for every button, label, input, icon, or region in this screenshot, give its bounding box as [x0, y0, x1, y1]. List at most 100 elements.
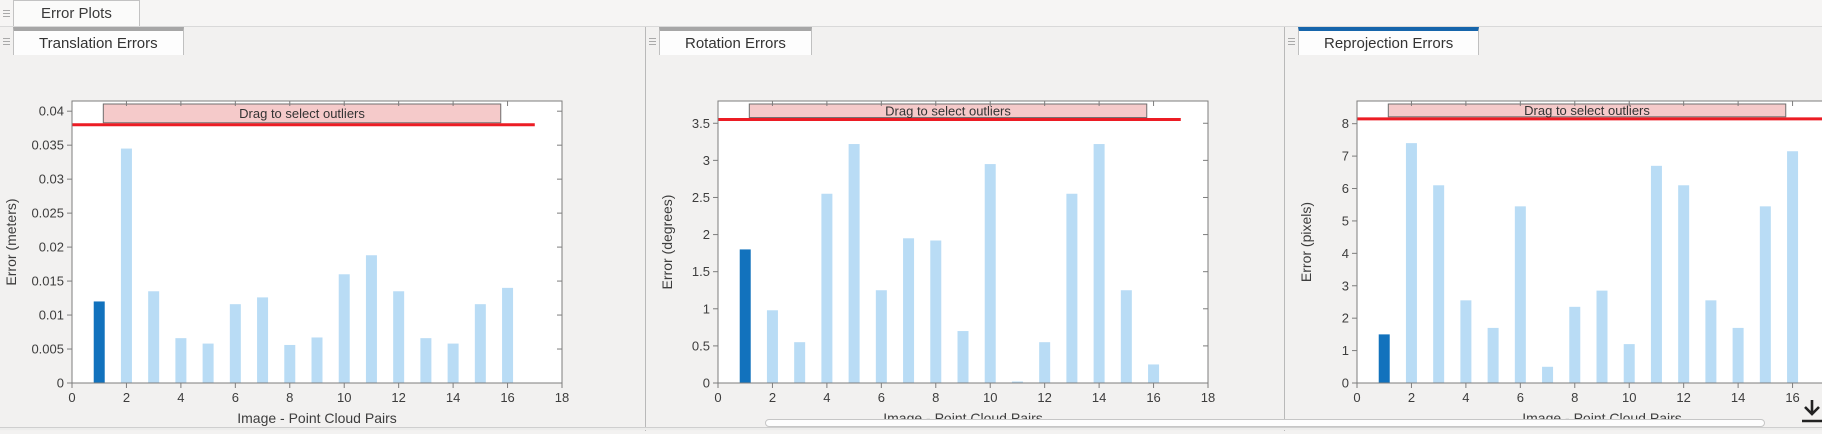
- error-bar[interactable]: [821, 193, 833, 383]
- outlier-banner[interactable]: [748, 103, 1148, 119]
- panel-grip-icon[interactable]: [646, 27, 659, 55]
- doc-tab-grip-icon[interactable]: [0, 0, 13, 26]
- tab-translation-errors[interactable]: Translation Errors: [13, 27, 184, 55]
- error-bar[interactable]: [229, 304, 241, 383]
- error-bar[interactable]: [1011, 381, 1023, 383]
- horizontal-scrollbar-thumb[interactable]: [765, 419, 1765, 427]
- axes-box: [71, 100, 563, 384]
- error-bar[interactable]: [365, 255, 377, 383]
- error-bar[interactable]: [1433, 185, 1445, 383]
- error-bar[interactable]: [794, 342, 806, 383]
- window-bottom-edge: [0, 427, 1822, 430]
- error-bar[interactable]: [1378, 334, 1390, 383]
- error-bar[interactable]: [1460, 300, 1472, 383]
- outlier-banner[interactable]: [1387, 103, 1787, 118]
- error-bar[interactable]: [502, 287, 514, 383]
- x-tick-label: 12: [1037, 390, 1051, 405]
- y-tick-label: 4: [1342, 246, 1349, 261]
- error-bar[interactable]: [148, 291, 160, 383]
- tab-label: Translation Errors: [39, 34, 158, 52]
- y-tick-label: 0.025: [31, 206, 64, 221]
- error-bar[interactable]: [1787, 151, 1799, 383]
- error-bar[interactable]: [1487, 327, 1499, 383]
- error-bar[interactable]: [420, 338, 432, 383]
- x-tick-label: 2: [1408, 390, 1415, 405]
- error-bar[interactable]: [311, 337, 323, 383]
- x-axis-label: Image - Point Cloud Pairs: [237, 410, 397, 426]
- error-bar[interactable]: [447, 343, 459, 383]
- x-tick-label: 18: [1201, 390, 1215, 405]
- y-tick-label: 5: [1342, 213, 1349, 228]
- panel-grip-icon[interactable]: [1285, 27, 1298, 55]
- y-axis-label: Error (degrees): [659, 195, 675, 290]
- error-bar[interactable]: [1148, 364, 1160, 383]
- tab-error-plots[interactable]: Error Plots: [13, 0, 140, 26]
- x-tick-label: 14: [446, 390, 460, 405]
- error-bar[interactable]: [338, 274, 350, 383]
- tab-rotation-errors[interactable]: Rotation Errors: [659, 27, 812, 55]
- error-bar[interactable]: [1759, 206, 1771, 383]
- outlier-banner-label: Drag to select outliers: [239, 106, 365, 121]
- error-bar[interactable]: [284, 344, 296, 383]
- error-bar[interactable]: [1596, 290, 1608, 383]
- x-tick-label: 0: [714, 390, 721, 405]
- axes-box: [717, 100, 1209, 384]
- rotation-errors-chart[interactable]: Drag to select outliers 0 2 4 6 8 10 12 14 16 18 0 0…: [646, 55, 1284, 431]
- x-tick-label: 2: [769, 390, 776, 405]
- error-bar[interactable]: [202, 343, 214, 383]
- x-tick-label: 0: [1353, 390, 1360, 405]
- x-tick-label: 10: [337, 390, 351, 405]
- y-tick-label: 0.02: [39, 240, 64, 255]
- error-bar[interactable]: [875, 290, 887, 383]
- error-bar[interactable]: [1405, 143, 1417, 383]
- error-bar[interactable]: [903, 238, 915, 383]
- error-bar[interactable]: [1066, 193, 1078, 383]
- translation-errors-chart[interactable]: Drag to select outliers 0 2 4 6 8 10 12 14 16 18 0 0…: [0, 55, 640, 431]
- error-bar[interactable]: [984, 164, 996, 383]
- x-tick-label: 8: [286, 390, 293, 405]
- plot-area: [1357, 101, 1822, 383]
- y-tick-label: 0.005: [31, 342, 64, 357]
- outlier-banner[interactable]: [102, 103, 502, 124]
- error-bar[interactable]: [1623, 344, 1635, 383]
- error-bar[interactable]: [1732, 327, 1744, 383]
- tab-reprojection-errors[interactable]: Reprojection Errors: [1298, 27, 1480, 55]
- y-tick-label: 0: [57, 376, 64, 391]
- error-bar[interactable]: [257, 297, 269, 383]
- error-bar[interactable]: [175, 338, 187, 383]
- rotation-tab-bar: Rotation Errors: [646, 27, 1284, 55]
- document-tab-bar: Error Plots: [0, 0, 1822, 27]
- error-bar[interactable]: [120, 148, 132, 383]
- dock-download-icon[interactable]: [1796, 397, 1822, 429]
- error-bar[interactable]: [1569, 306, 1581, 383]
- x-tick-label: 12: [391, 390, 405, 405]
- panel-grip-icon[interactable]: [0, 27, 13, 55]
- y-tick-label: 0.015: [31, 274, 64, 289]
- outlier-banner-label: Drag to select outliers: [885, 103, 1011, 118]
- error-bar[interactable]: [739, 249, 751, 383]
- error-bar[interactable]: [848, 144, 860, 383]
- reprojection-tab-bar: Reprojection Errors: [1285, 27, 1822, 55]
- x-tick-label: 10: [983, 390, 997, 405]
- error-bar[interactable]: [1093, 144, 1105, 383]
- error-bar[interactable]: [1678, 185, 1690, 383]
- error-bar[interactable]: [957, 331, 969, 383]
- error-bar[interactable]: [393, 291, 405, 383]
- translation-errors-axes[interactable]: Drag to select outliers 0 2 4 6 8 10 12 14 16 18 0 0…: [0, 55, 640, 431]
- y-tick-label: 8: [1342, 116, 1349, 131]
- x-tick-label: 16: [1785, 390, 1799, 405]
- error-bar[interactable]: [1542, 366, 1554, 383]
- y-tick-label: 1.5: [692, 264, 710, 279]
- error-bar[interactable]: [1039, 342, 1051, 383]
- error-bar[interactable]: [93, 301, 105, 383]
- error-bar[interactable]: [1514, 206, 1526, 383]
- error-bar[interactable]: [766, 310, 778, 383]
- error-bar[interactable]: [930, 240, 942, 383]
- error-bar[interactable]: [1120, 290, 1132, 383]
- reprojection-errors-chart[interactable]: Drag to select outliers02468101214161801…: [1285, 55, 1822, 431]
- error-bar[interactable]: [474, 304, 486, 383]
- error-bar[interactable]: [1705, 300, 1717, 383]
- reprojection-errors-axes[interactable]: Drag to select outliers02468101214161801…: [1285, 55, 1822, 431]
- error-bar[interactable]: [1650, 165, 1662, 383]
